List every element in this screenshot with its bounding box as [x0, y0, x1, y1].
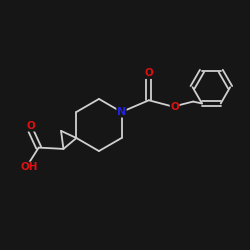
Text: O: O: [26, 121, 35, 131]
Text: O: O: [144, 68, 153, 78]
Text: N: N: [117, 107, 126, 117]
Text: OH: OH: [21, 162, 38, 172]
Text: O: O: [170, 102, 179, 112]
